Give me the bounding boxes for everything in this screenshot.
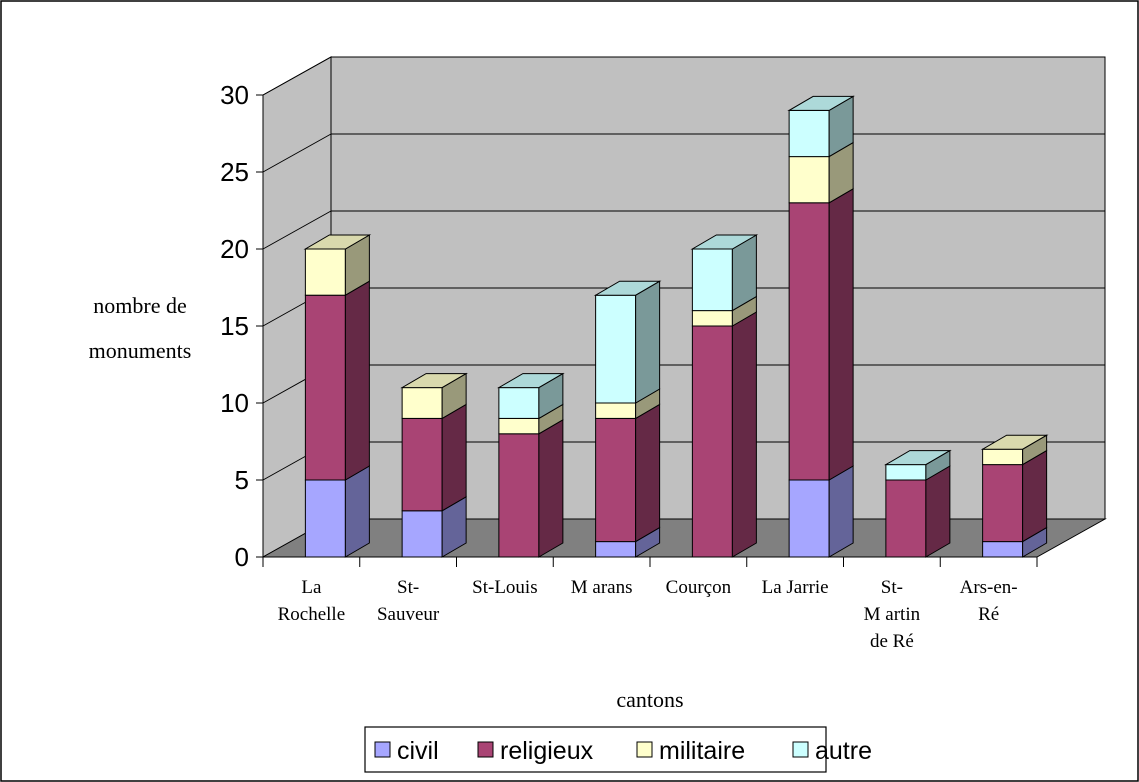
bar-segment-militaire [788, 156, 830, 204]
bar-segment-autre [595, 294, 637, 404]
x-category-label: M arans [571, 577, 633, 598]
bar-segment-militaire [982, 448, 1024, 466]
bar-side-religieux [538, 418, 564, 558]
bar-segment-religieux [498, 433, 540, 558]
bar-segment-autre [691, 248, 733, 312]
gridline-side [262, 210, 332, 250]
x-category-label: St-Sauveur [377, 577, 440, 625]
bar-top-militaire [980, 434, 1049, 450]
y-tick-label: 0 [235, 542, 249, 572]
bar-side-religieux [1022, 449, 1048, 543]
legend-swatch-autre [792, 741, 809, 758]
bar-stack [303, 234, 372, 558]
legend-box [364, 726, 827, 773]
bar-segment-religieux [401, 417, 443, 512]
bar-segment-religieux [885, 479, 927, 558]
bar-side-religieux [344, 280, 370, 481]
bar-side-autre [635, 280, 661, 404]
bar-stack [690, 234, 759, 558]
bar-segment-autre [788, 109, 830, 158]
x-category-label: La Jarrie [762, 577, 829, 598]
bar-stack [884, 449, 952, 558]
bar-stack [787, 95, 855, 558]
x-axis: La Rochelle St-Sauveur St-Louis M arans Courç… [262, 556, 1038, 652]
bar-segment-militaire [304, 248, 346, 296]
x-category-label: St-Louis [472, 577, 537, 598]
y-tick-label: 5 [235, 465, 249, 495]
bar-top-autre [593, 280, 662, 296]
x-category-label: St-M artin de Ré [864, 577, 921, 652]
bar-segment-civil [304, 479, 346, 558]
legend-label-autre: autre [815, 737, 872, 765]
bar-side-religieux [828, 187, 854, 481]
x-axis-title: cantons [616, 687, 683, 712]
legend-swatch-religieux [477, 741, 494, 758]
bar-segment-militaire [595, 402, 637, 419]
bar-side-civil [344, 465, 370, 558]
bar-top-militaire [303, 234, 372, 250]
floor [261, 518, 1107, 558]
bar-segment-civil [982, 541, 1024, 558]
bar-top-autre [690, 234, 759, 250]
bar-side-religieux [731, 311, 757, 558]
y-axis-title-line-1: nombre de [93, 293, 186, 318]
bar-stack [980, 434, 1049, 558]
bar-segment-civil [401, 510, 443, 558]
bar-stack [497, 372, 565, 558]
bar-side-religieux [925, 465, 951, 558]
legend-label-religieux: religieux [500, 737, 594, 765]
bar-top-autre [497, 373, 565, 389]
bars [303, 95, 1049, 558]
bar-stack [593, 280, 662, 558]
legend: civil religieux militaire autre [364, 726, 872, 773]
bar-top-autre [787, 95, 855, 111]
y-axis: 0 5 10 15 20 25 30 [220, 80, 264, 572]
gridline-side [262, 133, 332, 173]
bar-segment-militaire [691, 310, 733, 327]
bar-segment-autre [498, 387, 540, 419]
x-category-label: Ars-en-Ré [960, 577, 1018, 625]
bar-segment-militaire [401, 387, 443, 419]
legend-label-civil: civil [397, 737, 439, 765]
bar-side-civil [828, 465, 854, 558]
y-tick-label: 20 [220, 234, 249, 264]
bar-segment-religieux [304, 294, 346, 481]
y-tick-label: 30 [220, 80, 249, 110]
y-axis-title-line-2: monuments [89, 338, 192, 363]
y-tick-label: 15 [220, 311, 249, 341]
bar-segment-civil [595, 541, 637, 558]
y-tick-label: 25 [220, 157, 249, 187]
bar-segment-autre [885, 464, 927, 481]
legend-swatch-civil [374, 741, 391, 758]
bar-segment-militaire [498, 417, 540, 435]
bar-top-autre [884, 450, 952, 466]
y-tick-label: 10 [220, 388, 249, 418]
bar-segment-religieux [788, 202, 830, 481]
bar-segment-religieux [982, 464, 1024, 543]
x-category-label: La Rochelle [278, 577, 346, 625]
bar-side-religieux [441, 403, 467, 512]
bar-segment-religieux [595, 417, 637, 543]
bar-segment-religieux [691, 325, 733, 558]
bar-top-militaire [400, 373, 468, 389]
bar-side-religieux [635, 403, 661, 543]
legend-swatch-militaire [636, 741, 653, 758]
legend-label-militaire: militaire [659, 737, 745, 765]
gridline-side [262, 56, 332, 96]
x-category-label: Courçon [666, 577, 732, 598]
bar-segment-civil [788, 479, 830, 558]
plot-walls [261, 56, 1107, 558]
bar-stack [400, 372, 468, 558]
